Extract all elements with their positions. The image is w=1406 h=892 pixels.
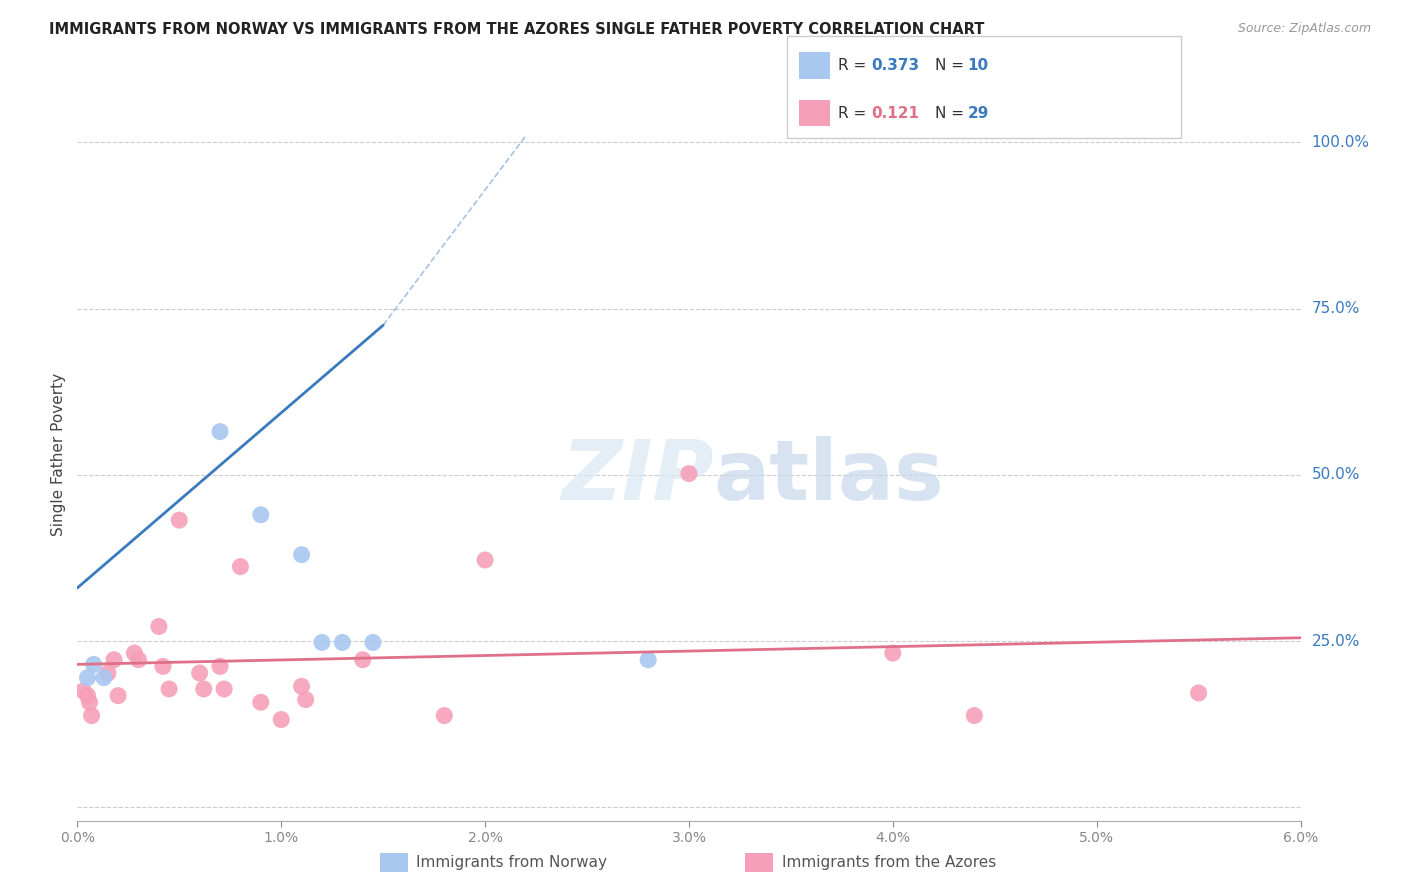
Text: 0.121: 0.121	[872, 105, 920, 120]
Point	[433, 708, 456, 723]
Point	[332, 635, 354, 649]
Text: 75.0%: 75.0%	[1312, 301, 1360, 316]
Point	[169, 513, 191, 527]
Text: N =: N =	[935, 58, 969, 73]
Text: R =: R =	[838, 105, 872, 120]
Text: 10: 10	[967, 58, 988, 73]
Point	[270, 713, 292, 727]
Text: Source: ZipAtlas.com: Source: ZipAtlas.com	[1237, 22, 1371, 36]
Point	[212, 681, 235, 696]
Point	[291, 548, 314, 562]
Point	[361, 635, 384, 649]
Point	[93, 671, 115, 685]
Y-axis label: Single Father Poverty: Single Father Poverty	[51, 374, 66, 536]
Point	[250, 695, 273, 709]
Text: Immigrants from Norway: Immigrants from Norway	[416, 855, 607, 870]
Point	[76, 689, 98, 703]
Text: 100.0%: 100.0%	[1312, 135, 1369, 150]
Point	[250, 508, 273, 522]
Point	[97, 666, 120, 681]
Point	[352, 653, 374, 667]
Point	[80, 708, 103, 723]
Text: ZIP: ZIP	[561, 436, 713, 517]
Text: Immigrants from the Azores: Immigrants from the Azores	[782, 855, 995, 870]
Point	[152, 659, 174, 673]
Point	[209, 659, 232, 673]
Point	[72, 684, 94, 698]
Point	[193, 681, 215, 696]
Point	[209, 425, 232, 439]
Point	[229, 559, 252, 574]
Point	[79, 695, 101, 709]
Point	[963, 708, 986, 723]
Text: 50.0%: 50.0%	[1312, 467, 1360, 483]
Text: N =: N =	[935, 105, 969, 120]
Point	[474, 553, 496, 567]
Point	[128, 653, 150, 667]
Point	[882, 646, 904, 660]
Point	[637, 653, 659, 667]
Point	[678, 467, 700, 481]
Text: R =: R =	[838, 58, 872, 73]
Point	[83, 657, 105, 672]
Point	[1188, 686, 1211, 700]
Text: atlas: atlas	[713, 436, 945, 517]
Point	[157, 681, 180, 696]
Text: 25.0%: 25.0%	[1312, 633, 1360, 648]
Point	[103, 653, 125, 667]
Point	[294, 692, 316, 706]
Point	[311, 635, 333, 649]
Point	[188, 666, 211, 681]
Text: IMMIGRANTS FROM NORWAY VS IMMIGRANTS FROM THE AZORES SINGLE FATHER POVERTY CORRE: IMMIGRANTS FROM NORWAY VS IMMIGRANTS FRO…	[49, 22, 984, 37]
Text: 0.373: 0.373	[872, 58, 920, 73]
Point	[291, 679, 314, 693]
Text: 29: 29	[967, 105, 988, 120]
Point	[76, 671, 98, 685]
Point	[107, 689, 129, 703]
Point	[148, 619, 170, 633]
Point	[124, 646, 146, 660]
